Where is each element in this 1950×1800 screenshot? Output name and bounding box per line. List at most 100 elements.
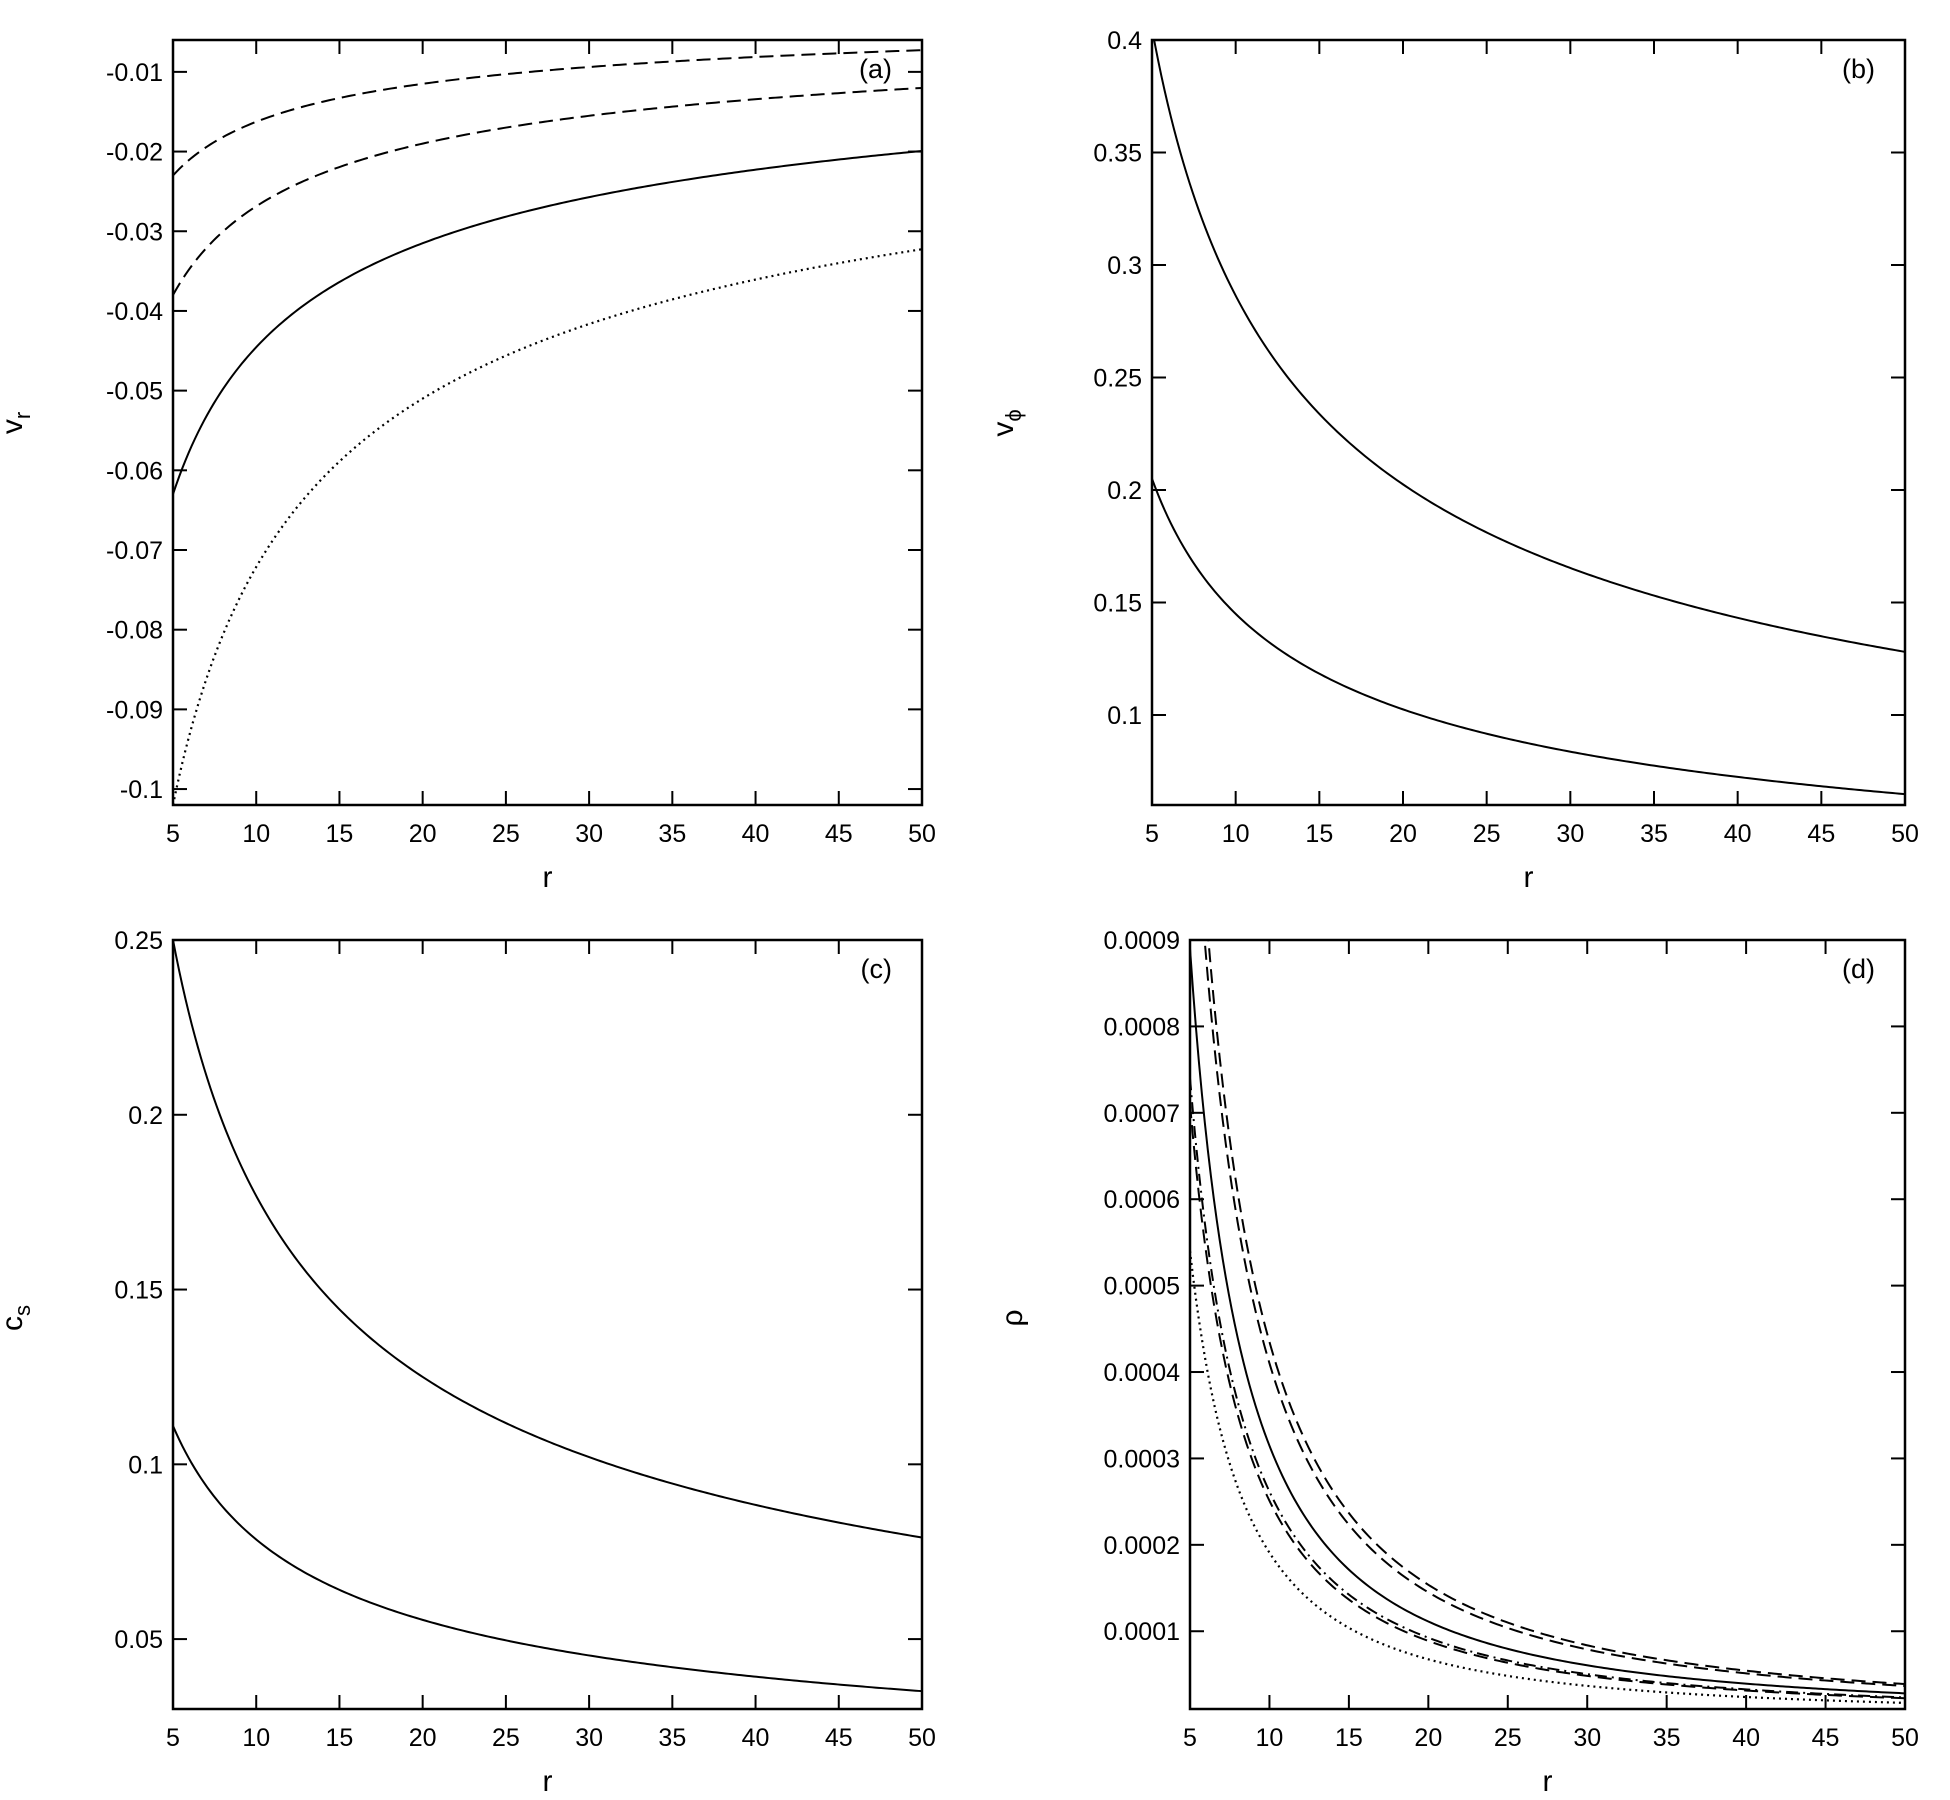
y-tick-label: 0.0008: [1104, 1013, 1180, 1041]
x-tick-label: 10: [242, 820, 270, 848]
y-tick-label: -0.01: [106, 59, 163, 87]
series-line-upper-curve: [1153, 40, 1905, 653]
series-line-curve-5: [1190, 1104, 1905, 1700]
y-tick-label: 0.25: [114, 927, 163, 955]
y-axis-label-main: ρ: [996, 1309, 1029, 1326]
series-line-curve-2: [173, 86, 922, 296]
y-tick-label: -0.04: [106, 298, 163, 326]
y-axis-label: cs: [0, 1305, 35, 1331]
x-tick-label: 50: [1891, 820, 1919, 848]
x-tick-label: 40: [742, 820, 770, 848]
x-tick-label: 5: [166, 820, 180, 848]
y-tick-label: 0.05: [114, 1626, 163, 1654]
y-tick-label: -0.09: [106, 696, 163, 724]
y-axis-label-subscript: ϕ: [1001, 409, 1026, 421]
x-tick-label: 15: [326, 820, 354, 848]
x-tick-label: 15: [1335, 1724, 1363, 1752]
x-tick-label: 25: [492, 820, 520, 848]
x-tick-label: 35: [658, 1724, 686, 1752]
x-tick-label: 30: [1573, 1724, 1601, 1752]
x-tick-label: 45: [825, 1724, 853, 1752]
y-tick-label: 0.15: [114, 1277, 163, 1305]
y-axis-label-main: v: [987, 422, 1020, 437]
y-tick-label: 0.1: [1107, 702, 1142, 730]
x-tick-label: 30: [1556, 820, 1584, 848]
series-line-curve-3: [173, 149, 922, 495]
y-tick-label: -0.07: [106, 537, 163, 565]
x-tick-label: 5: [1183, 1724, 1197, 1752]
y-tick-label: 0.15: [1093, 590, 1142, 618]
y-tick-label: -0.1: [120, 776, 163, 804]
x-tick-label: 50: [908, 820, 936, 848]
panel-label: (d): [1842, 954, 1875, 984]
y-tick-label: 0.0002: [1104, 1532, 1180, 1560]
x-tick-label: 15: [326, 1724, 354, 1752]
x-tick-label: 5: [1145, 820, 1159, 848]
y-tick-label: 0.3: [1107, 252, 1142, 280]
x-tick-label: 45: [1812, 1724, 1840, 1752]
y-tick-label: -0.03: [106, 218, 163, 246]
y-tick-label: 0.0003: [1104, 1445, 1180, 1473]
x-tick-label: 50: [908, 1724, 936, 1752]
series-line-curve-4: [173, 248, 922, 805]
x-tick-label: 20: [409, 1724, 437, 1752]
y-tick-label: 0.0004: [1104, 1359, 1181, 1387]
plot-frame: [1188, 938, 1907, 1711]
x-tick-label: 35: [1653, 1724, 1681, 1752]
y-axis-label-main: c: [0, 1316, 29, 1331]
plot-frame: [1150, 38, 1907, 807]
x-axis-label: r: [1524, 861, 1534, 894]
y-axis-label: vr: [0, 412, 35, 434]
chart-panel-4: 5 10 15 20 25 30 35 40 45 50 0.0001 0.0002 0.0003 0.0…: [996, 927, 1919, 1798]
y-axis-label: ρ: [996, 1309, 1029, 1326]
y-axis-label-main: v: [0, 419, 29, 434]
plot-frame: [171, 938, 924, 1711]
y-tick-label: 0.0009: [1104, 927, 1180, 955]
x-tick-label: 10: [1222, 820, 1250, 848]
x-axis-label: r: [543, 1765, 553, 1798]
x-tick-label: 25: [1494, 1724, 1522, 1752]
plot-frame: [171, 38, 924, 807]
x-tick-label: 45: [1807, 820, 1835, 848]
panel-label: (a): [859, 54, 892, 84]
y-axis-label-subscript: s: [10, 1305, 35, 1316]
x-tick-label: 40: [1732, 1724, 1760, 1752]
series-line-curve-4: [1190, 1078, 1905, 1699]
y-tick-label: 0.0001: [1104, 1618, 1180, 1646]
y-tick-label: 0.2: [1107, 477, 1142, 505]
x-tick-label: 15: [1305, 820, 1333, 848]
x-tick-label: 40: [742, 1724, 770, 1752]
y-tick-label: 0.1: [128, 1451, 163, 1479]
x-tick-label: 20: [1414, 1724, 1442, 1752]
x-tick-label: 40: [1724, 820, 1752, 848]
series-line-curve-1: [173, 49, 922, 177]
y-tick-label: 0.2: [128, 1102, 163, 1130]
y-tick-label: 0.25: [1093, 365, 1142, 393]
series-line-curve-3: [1190, 948, 1905, 1695]
x-tick-label: 45: [825, 820, 853, 848]
x-tick-label: 10: [1256, 1724, 1284, 1752]
x-tick-label: 35: [658, 820, 686, 848]
chart-panel-3: 5 10 15 20 25 30 35 40 45 50 0.05 0.1 0.15 0.2 0.25 (c)…: [0, 927, 936, 1798]
y-tick-label: -0.02: [106, 139, 163, 167]
x-tick-label: 25: [1473, 820, 1501, 848]
y-tick-label: 0.35: [1093, 140, 1142, 168]
y-tick-label: -0.08: [106, 617, 163, 645]
x-axis-label: r: [1543, 1765, 1553, 1798]
x-tick-label: 20: [409, 820, 437, 848]
y-axis-label: vϕ: [987, 409, 1026, 436]
x-tick-label: 10: [242, 1724, 270, 1752]
chart-panel-2: 5 10 15 20 25 30 35 40 45 50 0.1 0.15 0.2 0.25 0.3 0.35…: [987, 27, 1919, 894]
y-tick-label: 0.0006: [1104, 1186, 1180, 1214]
series-line-curve-2: [1203, 940, 1905, 1687]
x-tick-label: 30: [575, 1724, 603, 1752]
series-line-lower-curve: [1152, 478, 1905, 796]
x-tick-label: 35: [1640, 820, 1668, 848]
y-tick-label: 0.0007: [1104, 1100, 1180, 1128]
x-tick-label: 30: [575, 820, 603, 848]
y-tick-label: -0.05: [106, 378, 163, 406]
x-axis-label: r: [543, 861, 553, 894]
panel-label: (b): [1842, 54, 1875, 84]
y-tick-label: -0.06: [106, 457, 163, 485]
